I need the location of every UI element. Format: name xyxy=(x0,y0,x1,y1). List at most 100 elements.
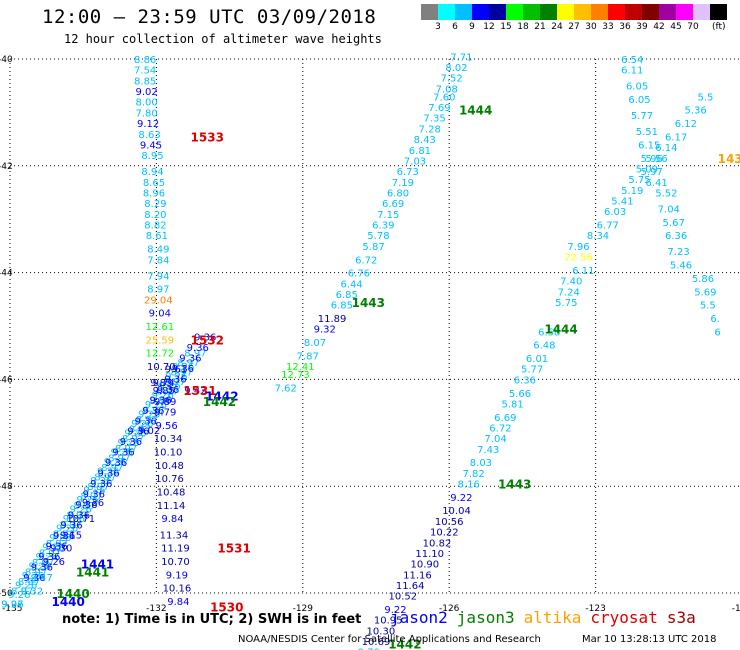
dense-track-value: 8.97 xyxy=(115,444,137,455)
scale-swatch xyxy=(710,4,727,20)
legend-item-jason2: jason2 xyxy=(390,608,448,627)
scale-swatch xyxy=(506,4,523,20)
scale-swatch xyxy=(540,4,557,20)
wave-height-value: 9.84 xyxy=(161,514,183,525)
wave-height-value: 25.59 xyxy=(145,335,174,346)
wave-height-value: 5.46 xyxy=(670,261,692,272)
dense-track-value: 8.97 xyxy=(150,396,172,407)
wave-height-value: 7.71 xyxy=(450,52,472,63)
wave-height-value: 9.36 xyxy=(82,498,104,509)
wave-height-value: 10.52 xyxy=(389,592,418,603)
wave-height-value: 9.32 xyxy=(314,325,336,336)
scale-label: 45 xyxy=(670,22,682,32)
wave-height-value: 7.24 xyxy=(558,287,580,298)
wave-height-value: 7.19 xyxy=(392,178,414,189)
wave-height-value: 8.00 xyxy=(136,98,158,109)
dense-track-value: 9.36 xyxy=(53,531,75,542)
scale-label: 9 xyxy=(469,22,475,32)
pass-time-label: 1440 xyxy=(56,587,89,601)
wave-height-value: 5.56 xyxy=(645,154,667,165)
wave-height-value: 9.02 xyxy=(138,426,160,437)
pass-time-label: 1444 xyxy=(544,323,577,337)
wave-height-value: 10.22 xyxy=(430,528,459,539)
wave-height-value: 6.85 xyxy=(336,290,358,301)
wave-height-value: 8.34 xyxy=(587,231,609,242)
wave-height-value: 9.56 xyxy=(156,421,178,432)
scale-label: 27 xyxy=(568,22,580,32)
dense-track-value: 9.36 xyxy=(120,437,142,448)
wave-height-value: 10.70 xyxy=(147,362,176,373)
wave-height-value: 7.84 xyxy=(147,255,169,266)
wave-height-value: 10.95 xyxy=(374,616,403,627)
wave-height-value: 9.26 xyxy=(43,557,65,568)
dense-track-value: 8.97 xyxy=(11,586,33,597)
wave-height-value: 5.41 xyxy=(611,197,633,208)
dense-track-value: 9.26 xyxy=(117,438,139,449)
dense-track-value: 9.26 xyxy=(42,543,64,554)
scale-label: 30 xyxy=(585,22,597,32)
dense-track-value: 8.97 xyxy=(129,425,151,436)
credit-date: Mar 10 13:28:13 UTC 2018 xyxy=(582,634,717,645)
wave-height-value: 6.76 xyxy=(348,269,370,280)
wave-height-value: 8.70 xyxy=(358,648,380,650)
wave-height-value: 8.82 xyxy=(144,221,166,232)
wave-height-value: 6.12 xyxy=(675,119,697,130)
wave-height-value: 10.30 xyxy=(367,626,396,637)
wave-height-value: 5.97 xyxy=(641,167,663,178)
wave-height-value: 9.15 xyxy=(60,530,82,541)
wave-height-value: 5.19 xyxy=(621,186,643,197)
dense-track-value: 8.97 xyxy=(170,368,192,379)
wave-height-value: 6.77 xyxy=(597,221,619,232)
dense-track-value: 9.26 xyxy=(172,362,194,373)
wave-height-value: 7.04 xyxy=(658,205,680,216)
wave-height-value: 7.40 xyxy=(560,277,582,288)
pass-time-label: 1530 xyxy=(210,600,243,614)
lon-tick-label: -129 xyxy=(293,604,314,614)
wave-height-value: 8.95 xyxy=(141,151,163,162)
wave-height-value: 5.5 xyxy=(700,301,716,312)
dense-track-value: 9.36 xyxy=(187,343,209,354)
lon-tick-label: -132 xyxy=(146,604,166,614)
wave-height-value: 9.83 xyxy=(150,378,172,389)
wave-height-value: 6.01 xyxy=(526,354,548,365)
wave-height-value: 7.23 xyxy=(667,247,689,258)
scale-swatch xyxy=(693,4,710,20)
wave-height-value: 6.03 xyxy=(604,207,626,218)
scale-swatch xyxy=(659,4,676,20)
wave-height-value: 7.35 xyxy=(423,114,445,125)
dense-track-value: 9.26 xyxy=(111,448,133,459)
pass-time-label: 1532 xyxy=(191,333,224,347)
wave-height-value: 8.16 xyxy=(458,480,480,491)
wave-height-value: 6.54 xyxy=(621,55,643,66)
dense-track-value: 9.36 xyxy=(157,385,179,396)
scale-swatch xyxy=(642,4,659,20)
wave-height-value: 5.77 xyxy=(631,111,653,122)
wave-height-value: 11.14 xyxy=(157,501,186,512)
wave-height-value: 11.19 xyxy=(161,544,190,555)
wave-height-value: 5.78 xyxy=(367,231,389,242)
wave-height-value: 5.67 xyxy=(663,218,685,229)
wave-height-value: 6.36 xyxy=(665,231,687,242)
wave-height-value: 12.61 xyxy=(145,322,174,333)
wave-height-value: 5.52 xyxy=(655,189,677,200)
wave-height-value: 7.52 xyxy=(441,74,463,85)
wave-height-value: 6.17 xyxy=(665,132,687,143)
wave-height-value: 7.15 xyxy=(377,210,399,221)
wave-height-value: 8.94 xyxy=(141,167,163,178)
dense-track-value: 8.97 xyxy=(53,529,75,540)
wave-height-value: 11.34 xyxy=(160,530,189,541)
wave-height-value: 12.72 xyxy=(145,349,174,360)
dense-track-value: 8.97 xyxy=(143,406,165,417)
wave-height-value: 10.90 xyxy=(410,560,439,571)
dense-track-value: 9.36 xyxy=(98,469,120,480)
scale-label: 42 xyxy=(653,22,665,32)
scale-swatch xyxy=(489,4,506,20)
wave-height-value: 5.86 xyxy=(692,274,714,285)
wave-height-value: 9.32 xyxy=(21,586,43,597)
wave-height-value: 11.16 xyxy=(403,570,432,581)
dense-track-value: 9.26 xyxy=(1,600,23,611)
pass-time-label: 1531 xyxy=(183,384,216,398)
dense-track-value: 9.36 xyxy=(112,448,134,459)
wave-height-value: 6.58 xyxy=(538,327,560,338)
wave-height-value: 10.48 xyxy=(157,488,186,499)
